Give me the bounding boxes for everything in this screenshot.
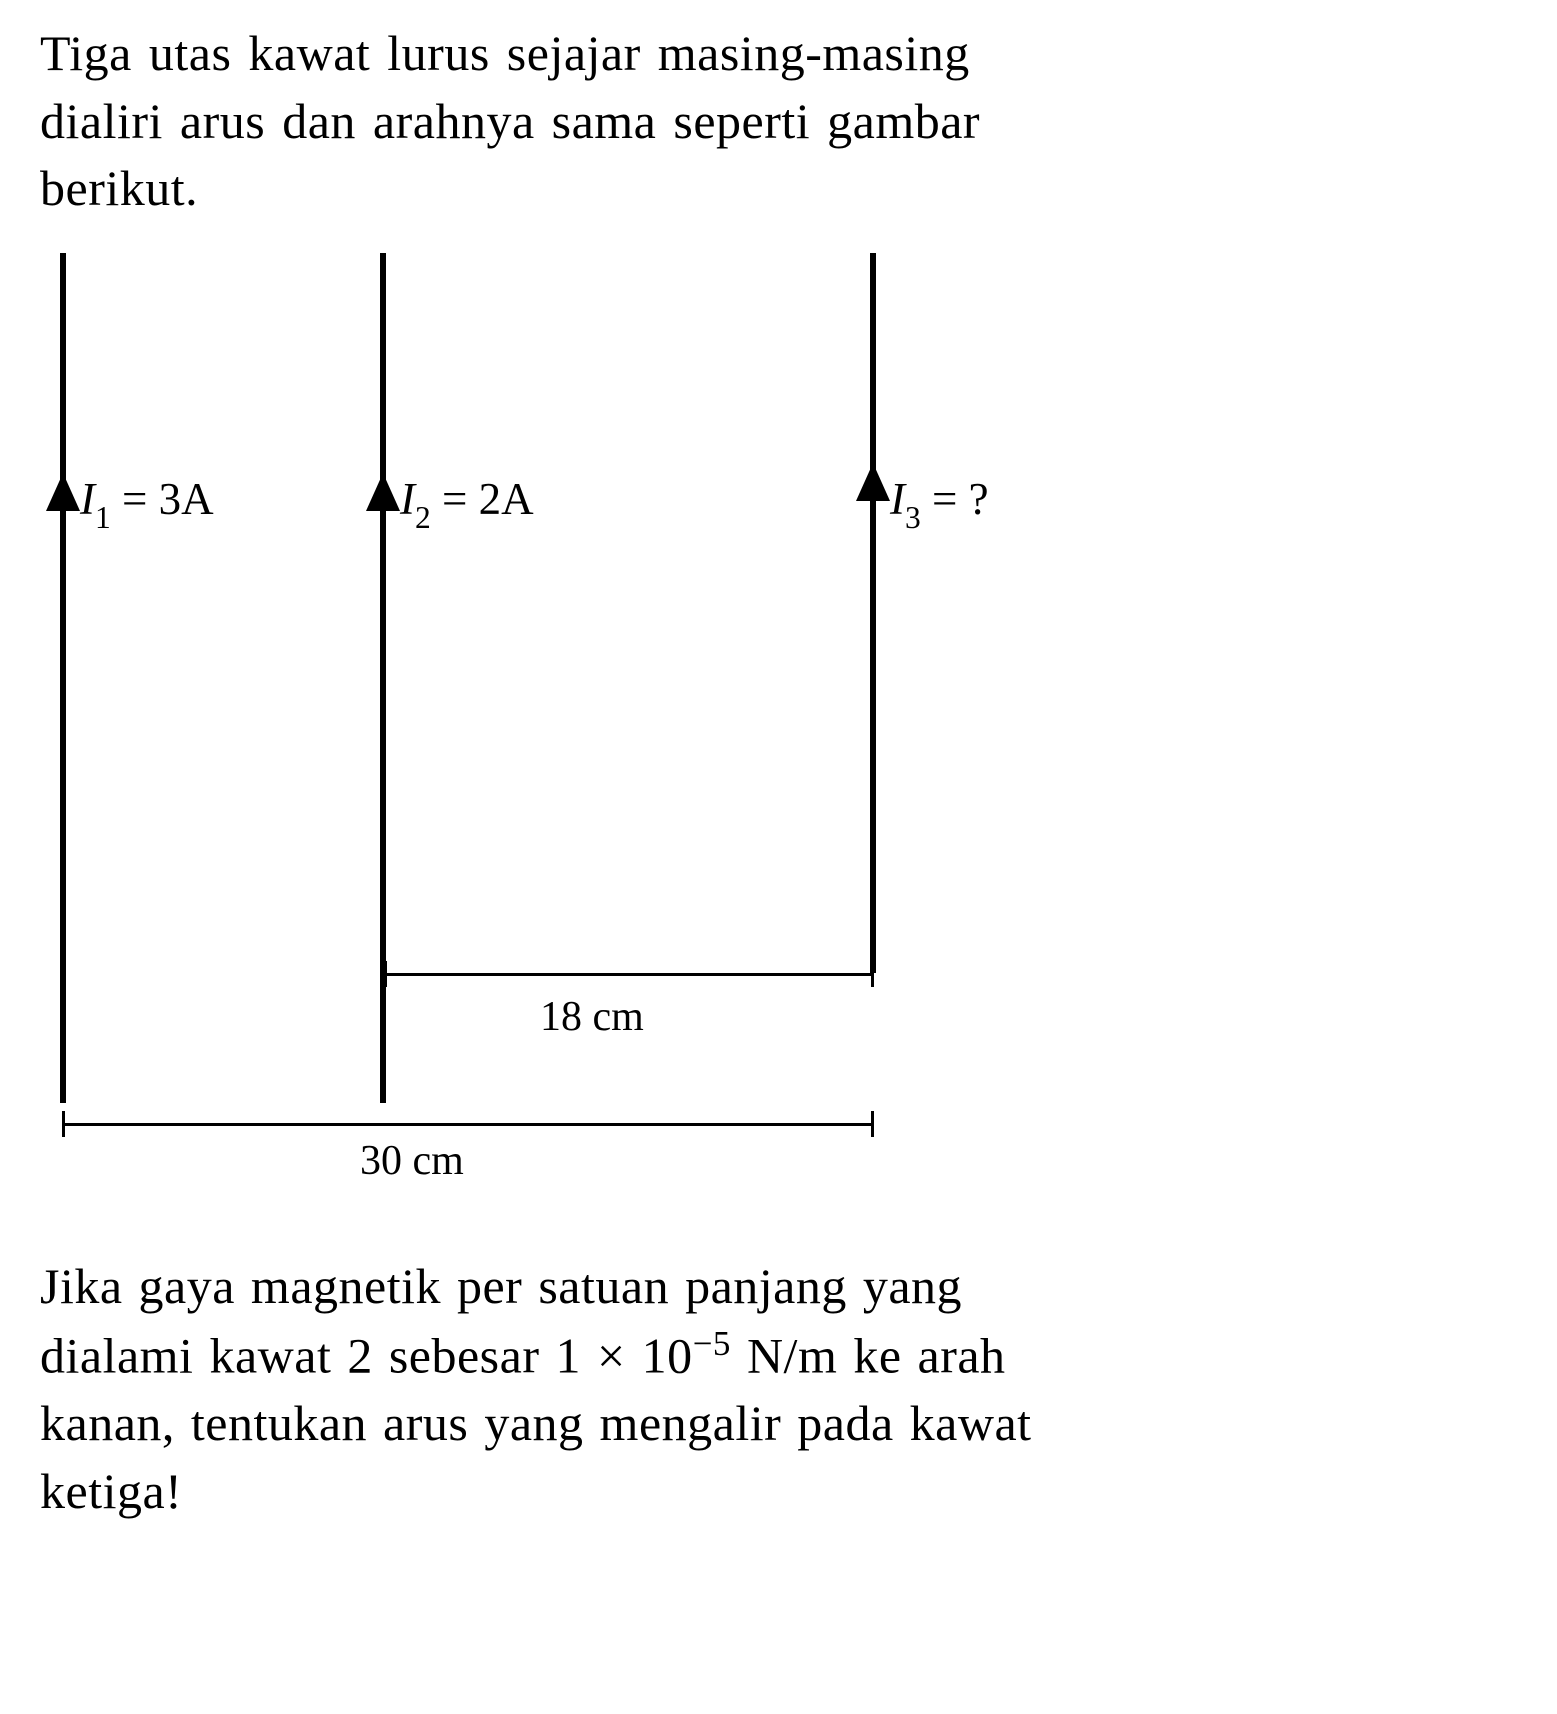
symbol-I: I (890, 474, 905, 524)
tick-icon (871, 1111, 874, 1137)
intro-line-3: berikut. (40, 160, 198, 216)
outro-line-2b: N/m ke arah (731, 1328, 1006, 1384)
symbol-I: I (80, 474, 95, 524)
tick-icon (384, 961, 387, 987)
wire-2-label: I2 = 2A (400, 473, 534, 532)
subscript-1: 1 (95, 500, 111, 535)
arrow-up-icon (366, 473, 400, 511)
intro-line-2: dialiri arus dan arahnya sama seperti ga… (40, 93, 980, 149)
problem-question: Jika gaya magnetik per satuan panjang ya… (40, 1253, 1517, 1526)
outro-line-1: Jika gaya magnetik per satuan panjang ya… (40, 1258, 962, 1314)
arrow-up-icon (46, 473, 80, 511)
tick-icon (62, 1111, 65, 1137)
wire-1-value: = 3A (122, 474, 214, 524)
wire-3-value: = ? (932, 474, 989, 524)
outro-line-4: ketiga! (40, 1463, 182, 1519)
problem-intro: Tiga utas kawat lurus sejajar masing-mas… (40, 20, 1517, 223)
exponent: −5 (693, 1324, 731, 1363)
dimension-18cm (384, 973, 874, 976)
wire-1-label: I1 = 3A (80, 473, 214, 532)
outro-line-2a: dialami kawat 2 sebesar 1 × 10 (40, 1328, 693, 1384)
wire-1 (60, 253, 66, 1103)
intro-line-1: Tiga utas kawat lurus sejajar masing-mas… (40, 25, 970, 81)
dimension-30cm (62, 1123, 874, 1126)
wire-3-label: I3 = ? (890, 473, 989, 532)
subscript-3: 3 (905, 500, 921, 535)
dimension-30cm-label: 30 cm (360, 1137, 464, 1185)
wire-3 (870, 253, 876, 973)
subscript-2: 2 (415, 500, 431, 535)
symbol-I: I (400, 474, 415, 524)
dimension-18cm-label: 18 cm (540, 993, 644, 1041)
outro-line-3: kanan, tentukan arus yang mengalir pada … (40, 1395, 1032, 1451)
wire-2-value: = 2A (442, 474, 534, 524)
tick-icon (871, 961, 874, 987)
wire-diagram: I1 = 3A I2 = 2A I3 = ? 18 cm 30 cm (40, 253, 940, 1193)
arrow-up-icon (856, 463, 890, 501)
